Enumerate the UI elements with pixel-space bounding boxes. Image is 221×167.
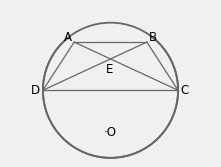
Text: E: E — [106, 63, 113, 76]
Text: ·O: ·O — [104, 126, 117, 139]
Text: C: C — [180, 84, 189, 97]
Text: B: B — [149, 31, 157, 44]
Text: A: A — [64, 31, 72, 44]
Text: D: D — [31, 84, 40, 97]
